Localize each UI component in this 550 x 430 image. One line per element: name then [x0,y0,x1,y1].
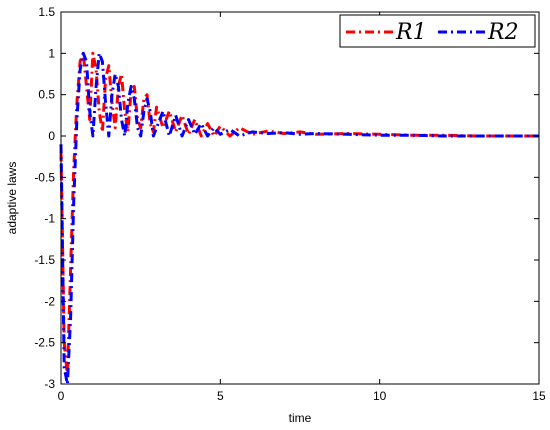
x-tick-label: 5 [217,389,224,403]
y-tick-label: -3 [44,377,55,391]
legend-label-r2: R2 [487,20,519,45]
x-tick-label: 0 [58,389,65,403]
y-tick-label: 1 [48,46,55,60]
plot-frame [60,11,540,385]
y-tick-label: -2.5 [34,336,55,350]
x-tick-label: 15 [532,389,546,403]
y-tick-label: -1.5 [34,253,55,267]
plot-area [61,12,539,384]
tick-layer: 0 5 10 15 -3 -2.5 -2 -1.5 -1 -0.5 0 0.5 1 1.5 [34,5,546,403]
y-tick-label: -2 [44,294,55,308]
legend: R1 R2 [339,14,536,48]
y-tick-label: -1 [44,212,55,226]
x-tick-label: 10 [373,389,387,403]
x-axis-label: time [289,411,312,425]
series-line-r2 [59,51,539,386]
y-tick-label: -0.5 [34,170,55,184]
series-line-r1 [59,51,539,378]
y-tick-label: 0.5 [38,88,55,102]
legend-label-r1: R1 [395,20,427,45]
y-tick-label: 1.5 [38,5,55,19]
y-tick-label: 0 [48,129,55,143]
series-layer [59,51,539,386]
y-axis-label: adaptive laws [5,162,19,235]
